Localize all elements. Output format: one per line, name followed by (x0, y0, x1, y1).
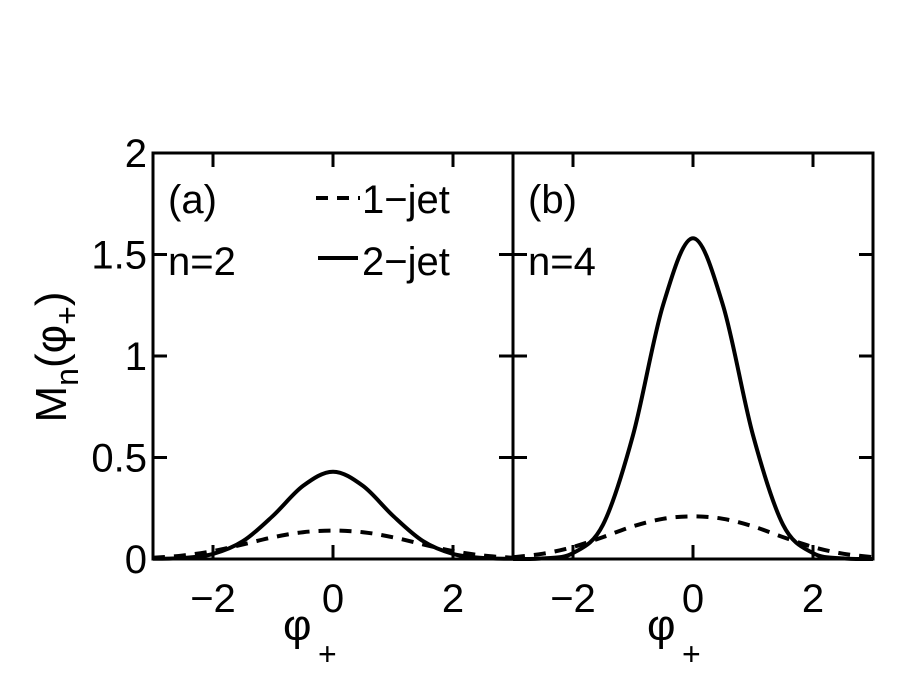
y-axis-label: Mn(φ+) (27, 292, 85, 423)
panel-b-x-axis-label: φ + (647, 601, 701, 672)
panel-b-annotation: n=4 (528, 240, 596, 284)
panel-a-xtick-label: 0 (322, 577, 344, 621)
y-label-sub: n (49, 368, 85, 386)
panel-a: −2 0 200.511.52 (a) n=2 1−jet 2−jet Mn(φ+)… (27, 132, 515, 672)
panel-b-xtick-label: 2 (802, 577, 824, 621)
panel-a-annotation: n=2 (168, 240, 236, 284)
panel-a-x-axis-label: φ + (283, 601, 337, 672)
panel-b-label: (b) (528, 178, 577, 222)
panel-a-x-label-sub: + (318, 636, 337, 672)
y-label-paren-open: (φ (27, 325, 76, 368)
panel-a-x-label-main: φ (283, 601, 312, 650)
panel-a-label: (a) (168, 178, 217, 222)
panel-b-x-label-sub: + (682, 636, 701, 672)
panel-a-xtick-label: −2 (190, 577, 236, 621)
panel-b: −2 0 2 (b) n=4 φ + (511, 151, 875, 672)
panel-b-xtick-label: 0 (682, 577, 704, 621)
svg-text:Mn(φ+): Mn(φ+) (27, 292, 85, 423)
panel-b-xtick-label: −2 (550, 577, 596, 621)
panel-b-2jet-curve (512, 236, 874, 562)
panel-a-ytick-label: 0.5 (91, 437, 147, 481)
panel-a-ytick-label: 0 (125, 538, 147, 582)
panel-a-ytick-label: 2 (125, 132, 147, 176)
panel-a-1jet-curve (152, 528, 514, 560)
panel-b-curves (512, 236, 874, 562)
y-label-paren-close: ) (27, 292, 76, 307)
panel-a-ticks: −2 0 2 0 0.5 1 1.5 2 (91, 132, 513, 621)
panel-a-ytick-label: 1 (125, 335, 147, 379)
panel-b-ticks: −2 0 2 (513, 151, 873, 621)
y-label-main: M (27, 386, 76, 423)
legend: 1−jet 2−jet (316, 178, 450, 284)
panel-a-ytick-label: 1.5 (91, 234, 147, 278)
panel-b-x-label-main: φ (647, 601, 676, 650)
panel-a-xtick-label: 2 (442, 577, 464, 621)
legend-1jet-label: 1−jet (362, 178, 450, 222)
panel-a-2jet-curve (152, 469, 514, 561)
legend-2jet-label: 2−jet (362, 240, 450, 284)
panel-a-curves (152, 469, 514, 561)
y-label-paren-sub: + (49, 306, 85, 325)
